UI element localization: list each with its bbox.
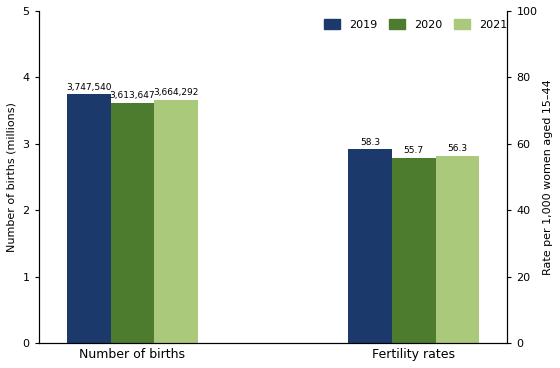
Bar (436, 156, 479, 343)
Y-axis label: Rate per 1,000 women aged 15–44: Rate per 1,000 women aged 15–44 (543, 79, 553, 275)
Text: 3,664,292: 3,664,292 (153, 88, 199, 97)
Text: 55.7: 55.7 (404, 146, 424, 155)
Text: 58.3: 58.3 (360, 138, 380, 147)
Bar (155, 100, 198, 343)
Legend: 2019, 2020, 2021: 2019, 2020, 2021 (321, 17, 510, 32)
Y-axis label: Number of births (millions): Number of births (millions) (7, 102, 17, 252)
Text: 3,613,647: 3,613,647 (110, 91, 155, 100)
Bar (348, 149, 392, 343)
Bar (110, 103, 155, 343)
Text: 56.3: 56.3 (447, 145, 468, 153)
Bar (392, 158, 436, 343)
Bar (67, 94, 110, 343)
Text: 3,747,540: 3,747,540 (66, 82, 111, 92)
